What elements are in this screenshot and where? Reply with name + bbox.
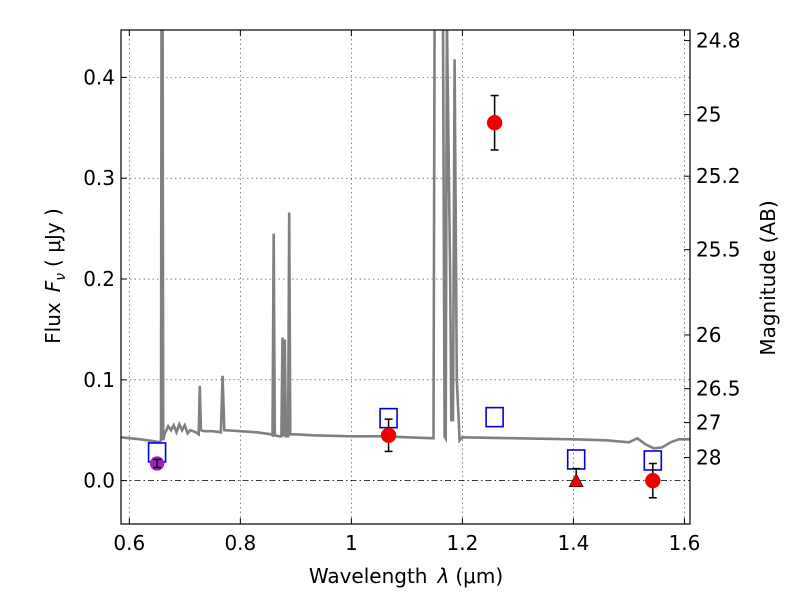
y2-tick-label: 26 [696,323,721,347]
y2-axis-label: Magnitude (AB) [756,200,780,355]
x-tick-label: 1.6 [669,531,701,555]
y-axis-label: FluxFν( μJy ) [41,208,69,344]
y2-tick-label: 25 [696,103,721,127]
y2-tick-label: 24.8 [696,29,741,53]
x-tick-label: 0.6 [113,531,145,555]
model-photometry-box [566,449,586,470]
plot-frame [120,29,691,525]
y2-tick-label: 28 [696,446,721,470]
measurement-point [380,427,397,444]
model-spectrum-line [121,30,690,450]
x-tick-label: 1.4 [558,531,590,555]
y-tick-label: 0.3 [83,166,115,190]
plot-area [121,30,690,499]
measurement-point [486,115,503,131]
y2-tick-label: 25.5 [696,238,741,262]
y-tick-label: 0.1 [83,368,115,392]
axis-ticks: 0.6 0.8 1 1.2 1.4 1.6 0.0 0.1 0.2 0.3 0.4 24.8 25 25.… [83,29,740,555]
x-tick-label: 1.2 [446,531,478,555]
upper-limit-marker [568,473,584,487]
x-tick-label: 1 [345,531,358,555]
y-tick-label: 0.2 [83,267,115,291]
model-photometry-box [485,406,504,428]
grid [121,30,690,524]
measurement-point [645,472,661,489]
x-tick-label: 0.8 [224,531,256,555]
y-tick-label: 0.4 [83,65,115,89]
x-axis-label: Wavelength λ (μm) [309,564,503,588]
y2-tick-label: 26.5 [696,377,741,401]
y2-tick-label: 27 [696,411,721,435]
y-tick-label: 0.0 [83,469,115,493]
y2-tick-label: 25.2 [696,164,741,188]
